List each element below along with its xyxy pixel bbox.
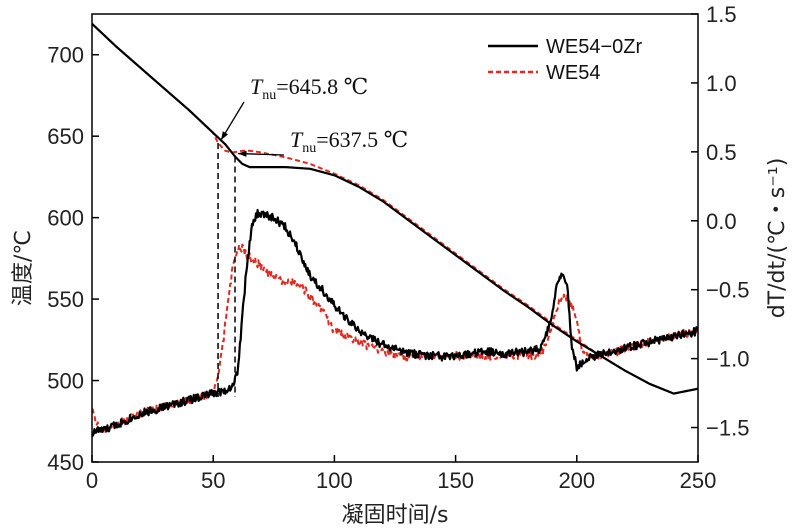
plot-frame bbox=[91, 13, 699, 463]
plot-marks bbox=[92, 22, 698, 438]
series-line-we54-temperature bbox=[92, 23, 698, 395]
y-right-tick-label: 1.0 bbox=[706, 71, 737, 96]
x-tick-label: 150 bbox=[437, 468, 474, 493]
annotation-arrowhead bbox=[238, 150, 247, 157]
y-right-tick-label: −0.5 bbox=[706, 278, 749, 303]
series-line-we54-0zr-cooling-rate bbox=[92, 208, 698, 438]
y-left-tick-label: 500 bbox=[47, 369, 84, 394]
x-axis-label: 凝固时间/s bbox=[342, 503, 449, 528]
y-right-axis-label: dT/dt/(℃・s⁻¹) bbox=[765, 158, 790, 319]
x-tick-label: 50 bbox=[201, 468, 225, 493]
y-right-tick-label: 1.5 bbox=[706, 2, 737, 27]
legend-label: WE54 bbox=[546, 62, 600, 84]
x-tick-label: 100 bbox=[316, 468, 353, 493]
y-left-tick-label: 450 bbox=[47, 450, 84, 475]
y-left-axis-label: 温度/℃ bbox=[11, 230, 36, 306]
y-left-tick-label: 600 bbox=[47, 206, 84, 231]
annotation-arrowhead bbox=[221, 131, 229, 141]
legend: WE54−0Zr WE54 bbox=[488, 36, 642, 84]
axis-ticks: 0 50 100 150 200 250 450 500 550 600 650 700 −1.5 −1.… bbox=[47, 2, 749, 493]
y-right-tick-label: −1.0 bbox=[706, 347, 749, 372]
nucleation-temperature-label: Tnu=645.8 ℃ bbox=[250, 74, 368, 103]
x-tick-label: 0 bbox=[86, 468, 98, 493]
x-tick-label: 200 bbox=[558, 468, 595, 493]
nucleation-temperature-label: Tnu=637.5 ℃ bbox=[290, 127, 408, 156]
y-left-tick-label: 700 bbox=[47, 43, 84, 68]
y-right-tick-label: −1.5 bbox=[706, 416, 749, 441]
y-left-tick-label: 650 bbox=[47, 124, 84, 149]
y-right-tick-label: 0.5 bbox=[706, 140, 737, 165]
series-line-we54-0zr-temperature bbox=[92, 22, 698, 395]
annotations: Tnu=645.8 ℃ Tnu=637.5 ℃ bbox=[217, 74, 408, 397]
legend-label: WE54−0Zr bbox=[546, 36, 642, 58]
y-right-tick-label: 0.0 bbox=[706, 209, 737, 234]
x-tick-label: 250 bbox=[680, 468, 717, 493]
y-left-tick-label: 550 bbox=[47, 287, 84, 312]
